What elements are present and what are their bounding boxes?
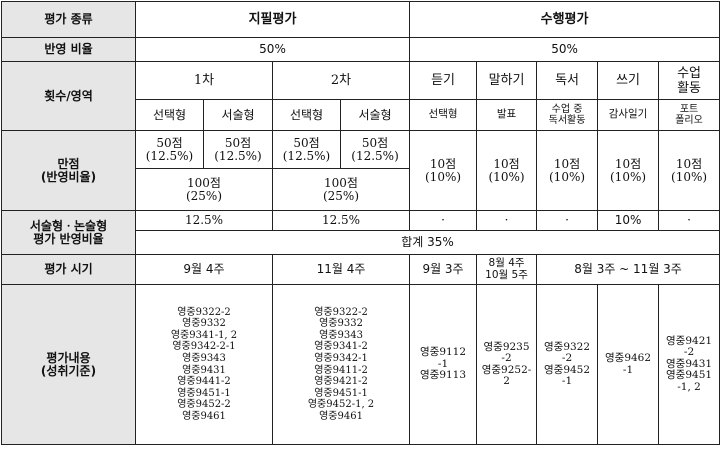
row-label-ratio: 반영 비율	[1, 37, 136, 62]
timing-round-2: 11월 4주	[271, 254, 411, 285]
score-1-essay: 50점 (12.5%)	[203, 130, 273, 169]
essay-reading: ·	[536, 210, 599, 231]
sub-speaking: 발표	[476, 99, 538, 131]
score-writing: 10점 (10%)	[597, 130, 660, 211]
performance-ratio: 50%	[409, 37, 720, 62]
content-listening: 영중9112 -1 영중9113	[409, 284, 478, 445]
essay-listening: ·	[409, 210, 478, 231]
row-label-timing: 평가 시기	[1, 254, 136, 285]
performance-title: 수행평가	[409, 1, 720, 38]
row-label-essay: 서술형ㆍ논술형 평가 반영비율	[1, 210, 136, 255]
score-2-choice: 50점 (12.5%)	[272, 130, 341, 169]
timing-reading-writing-activity: 8월 3주 ~ 11월 3주	[536, 254, 720, 285]
score-2-essay: 50점 (12.5%)	[339, 130, 411, 169]
row-label-count-area: 횟수/영역	[1, 61, 136, 131]
written-title: 지필평가	[134, 1, 411, 38]
area-speaking: 말하기	[476, 61, 538, 100]
area-listening: 듣기	[409, 61, 478, 100]
content-reading: 영중9322 -2 영중9452 -1	[536, 284, 599, 445]
sub-listening: 선택형	[409, 99, 478, 131]
timing-listening: 9월 3주	[409, 254, 478, 285]
essay-total: 합계 35%	[134, 230, 720, 255]
essay-writing: 10%	[597, 210, 660, 231]
sub-writing: 감사일기	[597, 99, 660, 131]
content-round-2: 영중9322-2 영중9332 영중9343 영중9341-2 영중9342-1…	[271, 284, 411, 445]
round-1-total: 100점 (25%)	[135, 168, 273, 211]
timing-speaking: 8월 4주 10월 5주	[476, 254, 538, 285]
round-2: 2차	[271, 61, 411, 100]
sub-reading: 수업 중 독서활동	[536, 99, 599, 131]
subtype-2-choice: 선택형	[272, 99, 341, 131]
subtype-2-essay: 서술형	[339, 99, 411, 131]
row-label-score: 만점 (반영비율)	[1, 130, 136, 211]
essay-ratio-2: 12.5%	[271, 210, 411, 231]
content-round-1: 영중9322-2 영중9332 영중9341-1, 2 영중9342-2-1 영…	[135, 284, 273, 445]
subtype-1-essay: 서술형	[203, 99, 273, 131]
round-2-total: 100점 (25%)	[271, 168, 411, 211]
written-ratio: 50%	[134, 37, 411, 62]
round-1: 1차	[135, 61, 273, 100]
content-speaking: 영중9235 -2 영중9252- 2	[476, 284, 538, 445]
essay-ratio-1: 12.5%	[135, 210, 273, 231]
assessment-plan-table: 평가 종류 지필평가 수행평가 반영 비율 50% 50% 횟수/영역 1차 2…	[1, 1, 720, 445]
content-class-activity: 영중9421 -2 영중9431 영중9451 -1, 2	[658, 284, 720, 445]
score-class-activity: 10점 (10%)	[658, 130, 720, 211]
sub-class-activity: 포트 폴리오	[658, 99, 720, 131]
essay-class-activity: ·	[658, 210, 720, 231]
timing-round-1: 9월 4주	[135, 254, 273, 285]
area-writing: 쓰기	[597, 61, 660, 100]
score-reading: 10점 (10%)	[536, 130, 599, 211]
score-speaking: 10점 (10%)	[476, 130, 538, 211]
area-class-activity: 수업 활동	[658, 61, 720, 100]
row-label-content: 평가내용 (성취기준)	[1, 284, 136, 445]
area-reading: 독서	[536, 61, 599, 100]
essay-speaking: ·	[476, 210, 538, 231]
content-writing: 영중9462 -1	[597, 284, 660, 445]
score-listening: 10점 (10%)	[409, 130, 478, 211]
score-1-choice: 50점 (12.5%)	[135, 130, 204, 169]
row-label-type: 평가 종류	[1, 1, 136, 38]
subtype-1-choice: 선택형	[135, 99, 204, 131]
